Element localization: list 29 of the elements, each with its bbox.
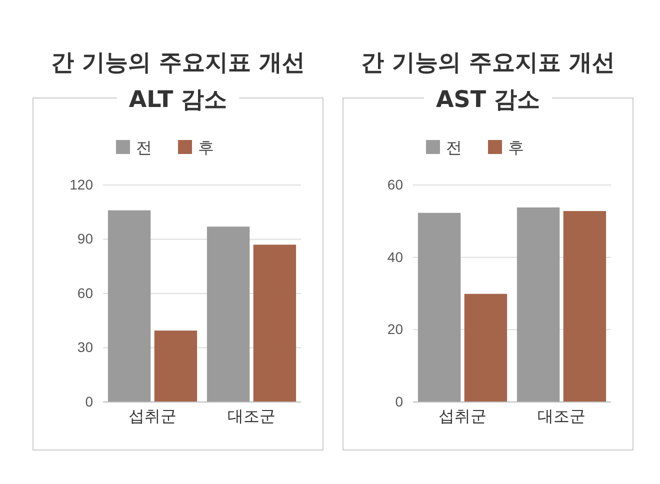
y-tick-label: 120 [70, 176, 94, 192]
chart-subtitle: AST 감소 [436, 87, 540, 113]
x-tick-label: 섭취군 [128, 408, 176, 426]
y-tick-label: 30 [77, 339, 94, 356]
y-tick-label: 60 [77, 284, 94, 301]
bar [206, 226, 250, 402]
bar [253, 244, 296, 402]
x-tick-label: 대조군 [538, 408, 586, 426]
bar [563, 211, 606, 402]
bar [108, 210, 151, 402]
bar [418, 212, 461, 402]
y-tick-label: 90 [77, 230, 94, 247]
x-tick-label: 섭취군 [438, 408, 486, 426]
y-tick-label: 40 [387, 248, 404, 265]
legend-label: 전 [136, 138, 152, 157]
chart-subtitle: ALT 감소 [128, 87, 228, 113]
y-tick-label: 0 [395, 393, 404, 410]
legend-label: 후 [198, 138, 214, 157]
legend-label: 전 [446, 138, 462, 157]
y-tick-label: 0 [85, 393, 94, 410]
x-tick-label: 대조군 [228, 408, 276, 426]
y-tick-label: 60 [387, 176, 404, 192]
y-tick-label: 20 [387, 321, 404, 338]
chart-title: 간 기능의 주요지표 개선 [360, 50, 616, 76]
chart-title: 간 기능의 주요지표 개선 [50, 50, 306, 76]
legend-label: 후 [508, 138, 524, 157]
bar [154, 330, 198, 402]
bar [464, 294, 508, 402]
bar [516, 207, 560, 402]
